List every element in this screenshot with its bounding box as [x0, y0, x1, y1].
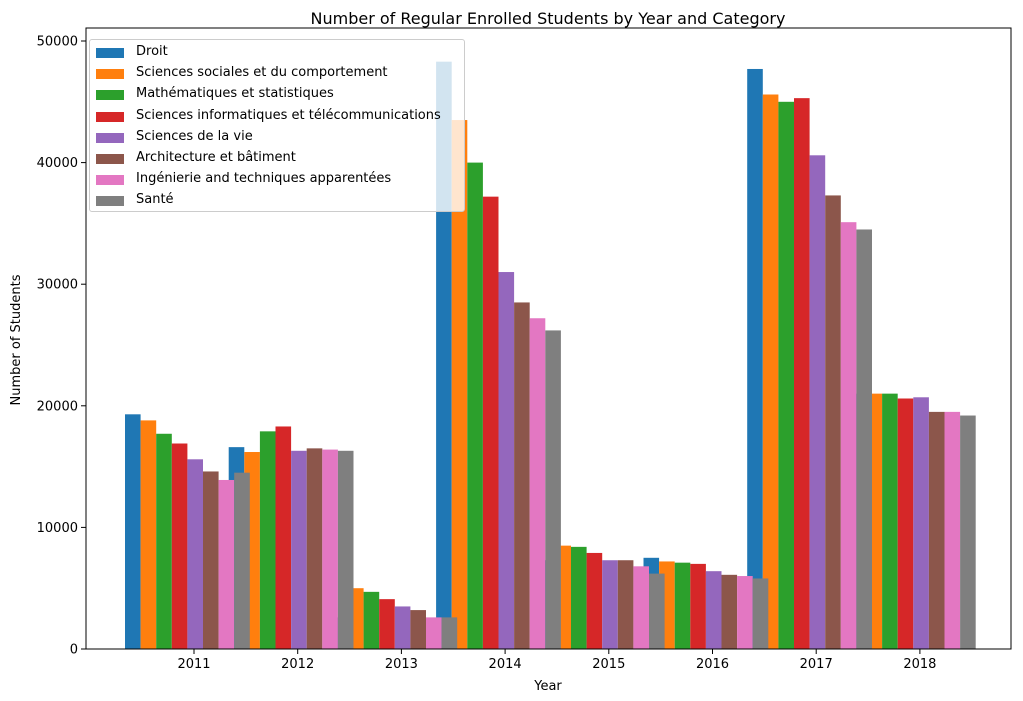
legend-swatch	[96, 196, 124, 207]
bar-2013-series-3	[363, 591, 380, 649]
y-tick-label: 0	[70, 643, 78, 658]
bar-2014-series-2	[451, 120, 468, 650]
legend-swatch	[96, 175, 124, 186]
bar-2011-series-2	[140, 420, 157, 649]
bar-2014-series-7	[529, 318, 546, 649]
bar-2014-series-4	[482, 196, 499, 649]
x-tick-label: 2017	[800, 657, 833, 672]
y-tick-label: 30000	[37, 278, 78, 293]
bar-2013-series-7	[426, 617, 442, 649]
bar-2011-series-1	[125, 414, 141, 649]
bar-2016-series-8	[752, 578, 769, 649]
bar-2015-series-3	[571, 546, 587, 649]
bar-2012-series-7	[322, 449, 338, 649]
bar-2012-series-3	[259, 431, 276, 649]
bar-2018-series-4	[897, 398, 914, 649]
bar-2015-series-4	[586, 552, 603, 649]
bar-2013-series-6	[410, 610, 426, 649]
bar-2013-series-8	[441, 617, 458, 649]
bar-2017-series-3	[778, 101, 794, 650]
legend-label: Sciences sociales et du comportement	[136, 65, 388, 81]
legend-label: Droit	[136, 44, 168, 59]
bar-2014-series-3	[467, 162, 483, 649]
plot-frame	[85, 27, 1012, 650]
bar-2012-series-6	[306, 448, 323, 649]
bar-2011-series-4	[171, 443, 188, 649]
bar-2018-series-7	[944, 411, 961, 649]
legend-swatch	[96, 132, 124, 143]
y-tick-label: 10000	[37, 521, 78, 536]
bar-2015-series-7	[633, 566, 649, 649]
bar-2015-series-6	[617, 560, 634, 649]
bar-2011-series-8	[234, 472, 250, 649]
bar-2011-series-5	[187, 459, 203, 649]
y-axis: 0 10000 20000 30000 40000 50000	[37, 35, 86, 658]
bar-2017-series-2	[762, 94, 779, 649]
bar-2014-series-8	[545, 330, 561, 649]
legend-label: Mathématiques et statistiques	[136, 86, 334, 102]
legend-swatch	[96, 154, 124, 164]
x-tick-label: 2015	[592, 657, 625, 672]
x-tick-label: 2014	[489, 657, 522, 672]
legend-swatch	[96, 69, 124, 80]
bar-2017-series-6	[825, 195, 841, 649]
x-tick-label: 2018	[903, 657, 936, 672]
bar-2016-series-4	[690, 563, 706, 649]
x-axis: 2011 2012 2013 2014 2015 2016 2017 2018	[177, 649, 936, 672]
x-tick-label: 2013	[385, 657, 418, 672]
legend-swatch	[96, 48, 124, 58]
bar-2018-series-8	[960, 415, 976, 649]
bar-2014-series-6	[514, 302, 530, 649]
chart-title: Number of Regular Enrolled Students by Y…	[311, 9, 786, 28]
legend: Droit Sciences sociales et du comportemen…	[89, 39, 465, 212]
bar-2016-series-7	[737, 576, 753, 649]
bars-layer	[125, 61, 976, 650]
bar-2015-series-5	[602, 560, 618, 649]
bar-2014-series-5	[498, 272, 515, 649]
legend-label: Sciences informatiques et télécommunicat…	[136, 107, 441, 123]
bar-2011-series-3	[156, 433, 172, 649]
y-axis-label: Number of Students	[9, 274, 24, 405]
bar-2018-series-6	[928, 411, 945, 649]
x-tick-label: 2012	[281, 657, 314, 672]
bar-2017-series-1	[747, 68, 763, 650]
bar-2013-series-5	[394, 606, 411, 649]
legend-swatch	[96, 90, 124, 101]
bar-2012-series-8	[337, 450, 354, 649]
bar-2011-series-7	[218, 479, 235, 649]
bar-2012-series-5	[291, 450, 307, 649]
bar-2017-series-8	[856, 229, 872, 650]
bar-2016-series-6	[721, 574, 738, 649]
legend-swatch	[96, 111, 124, 122]
y-tick-label: 20000	[37, 399, 78, 414]
bar-2017-series-7	[840, 222, 857, 649]
legend-label: Architecture et bâtiment	[136, 150, 296, 165]
bar-2017-series-5	[809, 155, 826, 650]
y-tick-label: 40000	[37, 156, 78, 171]
x-axis-label: Year	[533, 679, 562, 694]
bar-2017-series-4	[794, 98, 810, 649]
legend-label: Ingénierie and techniques apparentées	[136, 171, 392, 187]
bar-2018-series-3	[882, 393, 898, 649]
legend-label: Sciences de la vie	[136, 128, 253, 144]
bar-2016-series-3	[674, 562, 691, 649]
bar-2018-series-5	[913, 397, 929, 649]
bar-2012-series-4	[275, 426, 292, 649]
bar-2013-series-4	[379, 599, 395, 649]
bar-2011-series-6	[203, 471, 219, 649]
legend-label: Santé	[136, 192, 174, 208]
x-tick-label: 2016	[696, 657, 729, 672]
x-tick-label: 2011	[177, 657, 210, 672]
bar-2016-series-5	[705, 571, 722, 649]
bar-2015-series-8	[649, 573, 665, 649]
y-tick-label: 50000	[37, 35, 78, 50]
